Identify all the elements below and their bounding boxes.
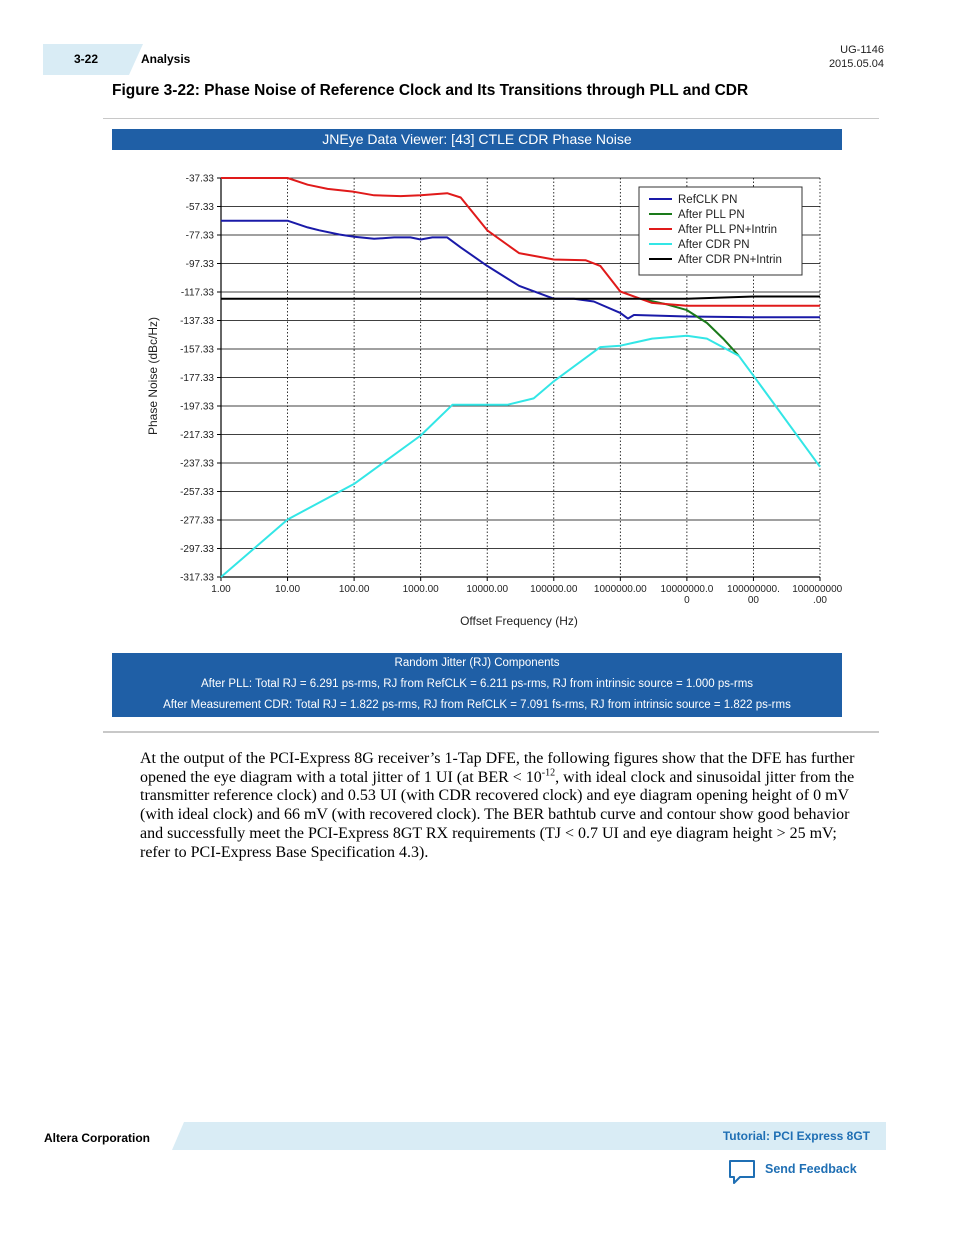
series-line-refclk-pn	[221, 219, 820, 320]
legend-label: After PLL PN	[678, 209, 745, 221]
legend-label: After CDR PN+Intrin	[678, 254, 782, 266]
doc-id: UG-1146	[840, 44, 884, 56]
x-tick-label: 1.00	[211, 584, 231, 595]
body-paragraph: At the output of the PCI-Express 8G rece…	[140, 750, 870, 862]
x-axis-label: Offset Frequency (Hz)	[460, 614, 578, 628]
footer-bar	[172, 1122, 886, 1150]
x-tick-label: 1000000000.00	[792, 584, 842, 606]
rj-after-cdr: After Measurement CDR: Total RJ = 1.822 …	[163, 699, 791, 711]
viewer-title: JNEye Data Viewer: [43] CTLE CDR Phase N…	[112, 129, 842, 150]
y-tick-label: -277.33	[180, 516, 214, 527]
x-tick-label: 100000.00	[530, 584, 578, 595]
page-number-tab: 3-22	[43, 44, 143, 75]
chart-legend: RefCLK PN After PLL PN After PLL PN+Intrin…	[638, 186, 803, 276]
y-tick-label: -237.33	[180, 459, 214, 470]
tab-slant	[129, 44, 143, 75]
rj-components-panel: Random Jitter (RJ) Components After PLL:…	[112, 653, 842, 717]
legend-label: After CDR PN	[678, 239, 750, 251]
series-line-after-cdr-pn	[220, 334, 821, 578]
y-tick-label: -317.33	[180, 573, 214, 584]
body-text-end: , with ideal clock and sinusoidal jitter…	[140, 768, 855, 861]
footer-company: Altera Corporation	[44, 1131, 151, 1145]
send-feedback-button[interactable]: Send Feedback	[727, 1158, 857, 1184]
legend-label: RefCLK PN	[678, 194, 737, 206]
y-tick-label: -77.33	[186, 231, 215, 242]
send-feedback-label: Send Feedback	[765, 1162, 857, 1176]
x-tick-label: 10000.00	[466, 584, 508, 595]
y-tick-label: -97.33	[186, 259, 215, 270]
y-tick-label: -117.33	[181, 288, 215, 299]
y-tick-label: -297.33	[180, 544, 214, 555]
section-title: Analysis	[141, 52, 191, 66]
body-superscript: -12	[541, 767, 556, 779]
chart-grid	[221, 177, 821, 578]
rj-after-pll: After PLL: Total RJ = 6.291 ps-rms, RJ f…	[200, 678, 754, 690]
y-axis-label: Phase Noise (dBc/Hz)	[146, 317, 160, 435]
y-tick-label: -217.33	[180, 430, 214, 441]
series-line-after-cdr-pn-intrin	[221, 295, 820, 300]
doc-date: 2015.05.04	[828, 58, 884, 70]
x-tick-label: 10000000.0 0	[660, 584, 713, 606]
body-text-start: At the output of the PCI-Express 8G rece…	[140, 750, 855, 786]
y-tick-label: -177.33	[180, 373, 214, 384]
x-tick-labels: 1.00 10.00 100.00 1000.00 10000.00 100000.00 1…	[211, 584, 842, 606]
x-tick-label: 100000000. 00	[727, 584, 780, 606]
phase-noise-chart: -37.33 -57.33 -77.33 -97.33 -117.33 -137.33 -1…	[112, 150, 842, 653]
y-tick-label: -137.33	[180, 316, 214, 327]
legend-label: After PLL PN+Intrin	[678, 224, 777, 236]
x-tick-label: 10.00	[275, 584, 300, 595]
y-tick-labels: -37.33 -57.33 -77.33 -97.33 -117.33 -137.33 -1…	[180, 174, 214, 584]
series-line-after-pll-pn-intrin	[221, 177, 820, 307]
rj-title: Random Jitter (RJ) Components	[394, 657, 560, 669]
footer-slant	[172, 1122, 184, 1150]
figure-bottom-divider	[103, 731, 879, 733]
speech-bubble-icon	[729, 1160, 755, 1184]
y-tick-label: -197.33	[180, 402, 214, 413]
y-tick-label: -57.33	[186, 202, 215, 213]
chart-axes	[217, 177, 821, 581]
x-tick-label: 1000000.00	[594, 584, 647, 595]
page-number: 3-22	[73, 52, 99, 66]
x-tick-label: 100.00	[339, 584, 370, 595]
chart-series	[220, 177, 821, 578]
y-tick-label: -37.33	[186, 174, 215, 185]
figure-caption: Figure 3-22: Phase Noise of Reference Cl…	[112, 82, 749, 99]
y-tick-label: -157.33	[180, 345, 214, 356]
x-tick-label: 1000.00	[403, 584, 440, 595]
legend-box	[638, 186, 803, 276]
doc-info: UG-1146 2015.05.04	[829, 43, 884, 71]
y-tick-label: -257.33	[180, 487, 214, 498]
footer-doc-title-link[interactable]: Tutorial: PCI Express 8GT	[722, 1129, 870, 1143]
top-divider	[103, 118, 879, 119]
